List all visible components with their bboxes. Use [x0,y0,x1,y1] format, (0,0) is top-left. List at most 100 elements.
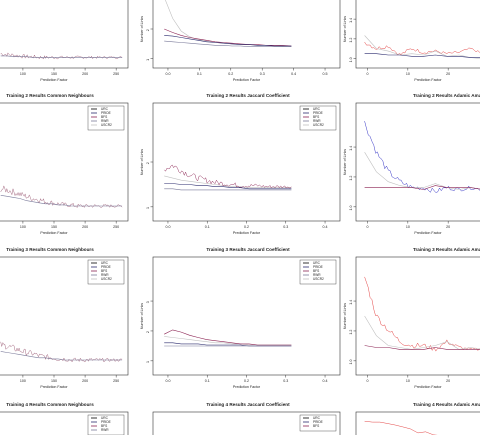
panel-1-xlabel: Prediction Factor [40,78,68,82]
panel-3-ytick-label: 1.0 [349,57,353,62]
panel-2-xtick-label: 0.3 [260,72,265,76]
panel-1-xtick-label: 250 [113,72,119,76]
panel-5-series-2-line [164,164,292,189]
panel-11-title: Training 4 Results Jaccard Coefficient [206,402,290,407]
panel-4-xlabel: Prediction Factor [40,231,68,235]
panel-6-xtick-label: 0 [367,225,369,229]
panel-10-legend-label: URC [101,416,109,420]
panel-2-series-1-line [165,0,292,47]
panel-9-title: Training 3 Results Adamic Amar [413,247,480,252]
panel-7-series-1-line [0,341,123,363]
panel-1-series-1-line [0,52,123,60]
panel-7-legend-label: URC [101,261,109,265]
panel-2-xtick-label: 0.4 [291,72,296,76]
panel-9-ytick-label: 1.0 [349,360,353,365]
panel-6-series-1-line [364,121,480,193]
panel-10-frame [0,411,129,440]
panel-6-ylabel: Number of Links [343,149,347,175]
panel-4-xtick-label: 150 [51,225,57,229]
panel-5-title: Training 2 Results Jaccard Coefficient [206,93,290,98]
panel-8-xtick-label: 0.2 [244,379,249,383]
panel-9-series-3-line [364,345,480,350]
panel-5-legend-label: BFS [313,115,319,119]
panel-3-series-2-line [364,35,480,59]
panel-4-xtick-label: 100 [20,225,26,229]
panel-5-xtick-label: 0.0 [165,225,170,229]
panel-9-ylabel: Number of Links [343,303,347,329]
panel-4-title: Training 2 Results Common Neighbours [6,93,94,98]
panel-5-xtick-label: 0.1 [205,225,210,229]
panel-3-series-3-line [364,53,480,58]
panel-8-series-2-line [164,329,292,346]
panel-7-title: Training 3 Results Common Neighbours [6,247,94,252]
panel-9-ytick-label: 1.4 [349,300,353,305]
panel-3-ylabel: Number of Links [343,16,347,42]
panel-2-xtick-label: 0.1 [197,72,202,76]
panel-7-xtick-label: 200 [82,379,88,383]
panel-5-xtick-label: 0.2 [244,225,249,229]
panel-4-series-1-line [0,185,123,209]
panel-6-xlabel: Prediction Factor [414,231,442,235]
panel-6-ytick-label: 1.2 [349,176,353,181]
panel-6-series-3-line [364,185,480,190]
panel-12-frame [355,411,480,440]
panel-1-xtick-label: 150 [51,72,57,76]
panel-9-ytick-label: 1.2 [349,330,353,335]
panel-5-xtick-label: 0.4 [323,225,328,229]
panel-5-legend-label: PRIDE [313,111,323,115]
panel-3-xtick-label: 10 [406,72,410,76]
panel-2-ytick-label: 2 [146,29,150,31]
panel-3-series-1-line [364,41,480,56]
panel-5-series-1-line [164,175,292,188]
panel-9-xtick-label: 20 [446,379,450,383]
panel-8-ylabel: Number of Links [140,303,144,329]
panel-7-xtick-label: 100 [20,379,26,383]
panel-5-legend-box [299,105,337,131]
panel-5-ytick-label: 1 [146,207,150,209]
panel-10-legend-label: RWR [101,428,109,432]
panel-8-legend-label: URC [313,261,321,265]
panel-7-legend-label: BFS [101,269,107,273]
panel-11-legend-label: BFS [313,424,319,428]
panel-10-legend-label: BFS [101,424,107,428]
panel-8-legend-box [299,259,337,285]
panel-5-series-4-line [164,188,292,191]
panel-11-legend-label: PRIDE [313,420,323,424]
panel-1-series-2-line [0,55,123,58]
panel-3-frame [355,0,480,69]
panel-3-xtick-label: 0 [367,72,369,76]
panel-8-xtick-label: 0.4 [323,379,328,383]
panel-9-series-2-line [364,315,480,350]
panel-6-xtick-label: 10 [406,225,410,229]
panel-3-xlabel: Prediction Factor [414,78,442,82]
panel-9-xlabel: Prediction Factor [414,385,442,389]
panel-3-ytick-label: 1.4 [349,18,353,23]
panel-8-xtick-label: 0.1 [205,379,210,383]
panel-5-ytick-label: 2 [146,162,150,164]
panel-1-xtick-label: 200 [82,72,88,76]
panel-2-xtick-label: 0.2 [228,72,233,76]
panel-2-series-4-line [164,40,292,48]
panel-8-ytick-label: 2 [146,331,150,333]
panel-4-legend-label: USCR2 [101,123,112,127]
panel-6-xtick-label: 20 [446,225,450,229]
panel-5-xtick-label: 0.3 [283,225,288,229]
panel-6-ytick-label: 1.0 [349,206,353,211]
panel-9-frame [355,256,480,376]
panel-5-series-3-line [164,183,292,190]
panel-6-frame [355,102,480,222]
panel-4-legend-label: RWR [101,119,109,123]
panel-1-xtick-label: 100 [20,72,26,76]
panel-7-xlabel: Prediction Factor [40,385,68,389]
panel-3-xtick-label: 20 [446,72,450,76]
panel-12-series-1-line [364,420,458,440]
panel-4-legend-label: BFS [101,115,107,119]
panel-10-legend-label: PRIDE [101,420,111,424]
panel-6-title: Training 2 Results Adamic Amar [413,93,480,98]
panel-5-legend-label: USCR2 [313,123,324,127]
panel-5-legend-label: RWR [313,119,321,123]
panel-2-ytick-label: 1 [146,59,150,61]
panel-7-legend-label: RWR [101,273,109,277]
